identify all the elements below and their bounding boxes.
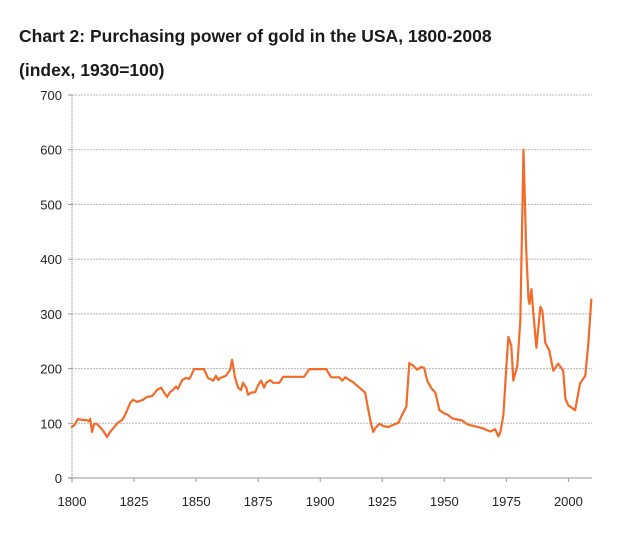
chart-title: Chart 2: Purchasing power of gold in the…	[19, 26, 492, 46]
x-tick-label: 2000	[554, 494, 583, 509]
x-tick-label: 1850	[182, 494, 211, 509]
series-group	[70, 148, 593, 439]
y-tick-label: 600	[40, 143, 62, 158]
y-tick-label: 300	[40, 307, 62, 322]
y-tick-label: 700	[40, 88, 62, 103]
series-line-0	[70, 148, 593, 439]
y-tick-label: 400	[40, 252, 62, 267]
y-tick-label: 0	[55, 471, 62, 486]
x-tick-label: 1950	[430, 494, 459, 509]
x-tick-label: 1925	[368, 494, 397, 509]
x-tick-label: 1900	[306, 494, 335, 509]
y-tick-label: 200	[40, 362, 62, 377]
x-tick-label: 1825	[120, 494, 149, 509]
x-axis-ticks: 1800 1825 1850 1875 1900 1925 1950 1975 2000	[58, 478, 583, 509]
y-tick-label: 100	[40, 416, 62, 431]
axes	[68, 95, 592, 482]
x-tick-label: 1875	[244, 494, 273, 509]
y-tick-label: 500	[40, 197, 62, 212]
x-tick-label: 1975	[492, 494, 521, 509]
chart-subtitle: (index, 1930=100)	[19, 60, 165, 80]
y-axis-ticks: 0 100 200 300 400 500 600 700	[40, 88, 72, 486]
x-tick-label: 1800	[58, 494, 87, 509]
